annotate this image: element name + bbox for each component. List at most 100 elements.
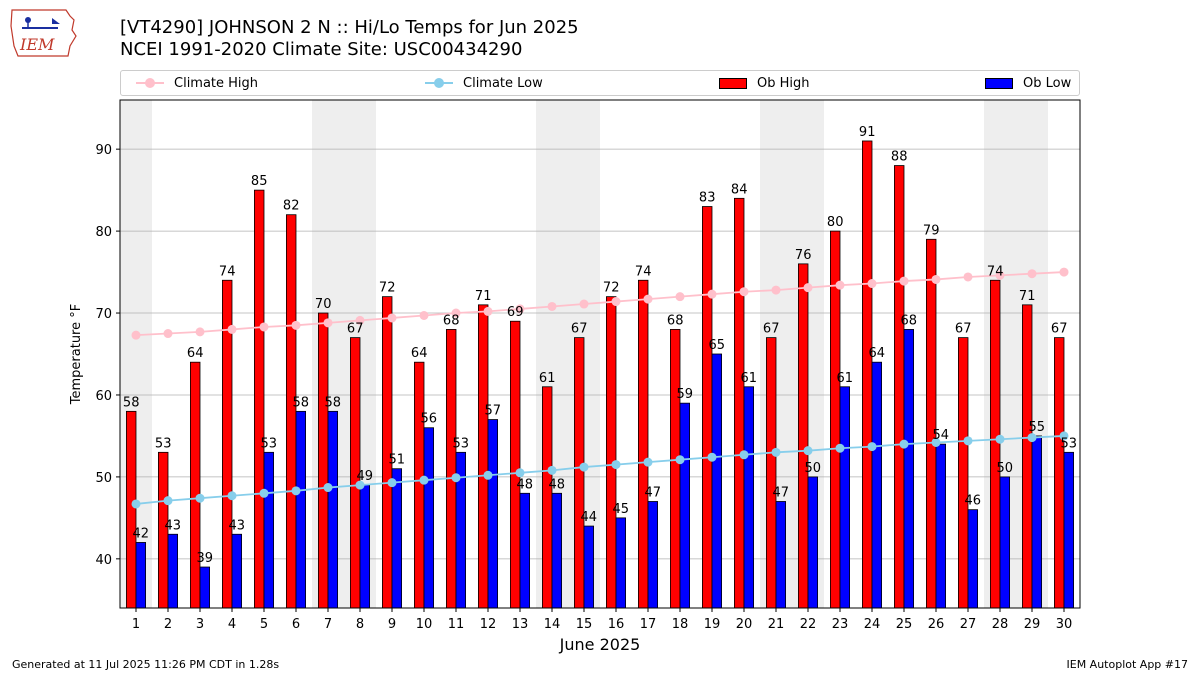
ob-high-value-label: 67 — [763, 322, 780, 337]
x-tick-label: 16 — [608, 617, 625, 632]
ob-low-value-label: 46 — [965, 494, 982, 509]
ob-high-bar — [766, 337, 777, 609]
ob-high-bar — [285, 214, 297, 609]
climate-high-point — [771, 285, 781, 295]
x-tick-label: 23 — [832, 617, 849, 632]
ob-high-value-label: 71 — [1019, 289, 1036, 304]
x-tick-label: 9 — [388, 617, 396, 632]
ob-high-bar — [317, 312, 329, 609]
climate-low-point — [1059, 431, 1069, 441]
ob-high-bar — [862, 140, 873, 609]
ob-low-bar — [775, 501, 787, 609]
ob-low-bar — [551, 492, 563, 609]
ob-high-bar — [253, 189, 265, 609]
x-tick-label: 15 — [576, 617, 593, 632]
ob-high-swatch — [719, 77, 747, 89]
climate-low-point — [195, 493, 205, 503]
x-tick-label: 18 — [672, 617, 689, 632]
climate-low-swatch — [425, 78, 453, 88]
climate-low-point — [387, 478, 397, 488]
ob-low-bar — [423, 427, 435, 609]
ob-low-value-label: 39 — [197, 551, 214, 566]
ob-low-bar — [295, 410, 307, 609]
climate-low-point — [451, 473, 461, 483]
x-tick-label: 5 — [260, 617, 268, 632]
ob-low-bar — [391, 468, 403, 609]
ob-high-value-label: 67 — [571, 322, 588, 337]
ob-low-bar — [935, 443, 947, 609]
ob-low-bar — [1063, 451, 1075, 609]
climate-low-line — [135, 435, 1065, 505]
ob-low-value-label: 58 — [293, 395, 310, 410]
ob-high-bar — [574, 337, 585, 609]
ob-high-value-label: 84 — [731, 182, 748, 197]
ob-high-value-label: 74 — [987, 264, 1004, 279]
climate-high-point — [163, 329, 173, 339]
ob-low-value-label: 56 — [421, 412, 438, 427]
climate-high-point — [963, 272, 973, 282]
climate-low-point — [931, 437, 941, 447]
y-tick-label: 40 — [95, 553, 112, 568]
ob-low-value-label: 57 — [485, 404, 502, 419]
chart-subtitle: NCEI 1991-2020 Climate Site: USC00434290 — [120, 39, 523, 60]
climate-high-point — [611, 297, 621, 307]
ob-low-value-label: 42 — [133, 526, 150, 541]
ob-high-bar — [445, 329, 457, 609]
climate-low-point — [163, 496, 173, 506]
x-tick-label: 28 — [992, 617, 1009, 632]
legend-item-ob-high: Ob High — [719, 71, 810, 95]
ob-low-bar — [199, 566, 211, 609]
ob-low-bar — [711, 353, 723, 609]
ob-high-value-label: 76 — [795, 248, 812, 263]
ob-low-bar — [1031, 435, 1043, 609]
ob-high-value-label: 74 — [219, 264, 236, 279]
ob-high-value-label: 68 — [443, 313, 460, 328]
climate-low-point — [771, 447, 781, 457]
ob-low-value-label: 64 — [869, 346, 886, 361]
climate-high-point — [227, 324, 237, 334]
ob-high-value-label: 68 — [667, 313, 684, 328]
climate-low-point — [963, 436, 973, 446]
ob-high-bar — [702, 206, 713, 609]
x-tick-label: 6 — [292, 617, 300, 632]
ob-high-value-label: 67 — [955, 322, 972, 337]
ob-low-value-label: 51 — [389, 453, 406, 468]
ob-low-value-label: 50 — [997, 461, 1014, 476]
ob-low-value-label: 47 — [773, 485, 790, 500]
x-tick-label: 2 — [164, 617, 172, 632]
ob-high-value-label: 53 — [155, 436, 172, 451]
ob-low-value-label: 45 — [613, 502, 630, 517]
chart-title: [VT4290] JOHNSON 2 N :: Hi/Lo Temps for … — [120, 17, 579, 38]
ob-high-bar — [413, 361, 425, 609]
x-tick-label: 7 — [324, 617, 332, 632]
climate-low-point — [355, 480, 365, 490]
ob-high-value-label: 69 — [507, 305, 524, 320]
x-tick-label: 27 — [960, 617, 977, 632]
x-tick-label: 10 — [416, 617, 433, 632]
climate-high-point — [675, 292, 685, 302]
ob-high-bar — [990, 279, 1001, 609]
climate-low-point — [515, 468, 525, 478]
ob-low-bar — [999, 476, 1011, 609]
ob-low-value-label: 59 — [677, 387, 694, 402]
climate-high-point — [483, 306, 493, 316]
ob-low-value-label: 68 — [901, 313, 918, 328]
ob-low-value-label: 55 — [1029, 420, 1046, 435]
climate-high-point — [131, 330, 141, 340]
climate-low-point — [227, 491, 237, 501]
y-tick-label: 70 — [95, 307, 112, 322]
ob-low-swatch — [985, 77, 1013, 89]
ob-high-value-label: 64 — [411, 346, 428, 361]
ob-low-value-label: 58 — [325, 395, 342, 410]
climate-high-line — [135, 271, 1065, 337]
ob-low-value-label: 49 — [357, 469, 374, 484]
ob-high-bar — [670, 329, 681, 609]
climate-high-point — [355, 315, 365, 325]
x-tick-label: 14 — [544, 617, 561, 632]
climate-low-point — [259, 488, 269, 498]
climate-low-point — [899, 439, 909, 449]
ob-high-value-label: 83 — [699, 191, 716, 206]
climate-high-point — [931, 274, 941, 284]
ob-low-bar — [231, 533, 243, 609]
footer-app-id: IEM Autoplot App #17 — [1066, 658, 1189, 671]
